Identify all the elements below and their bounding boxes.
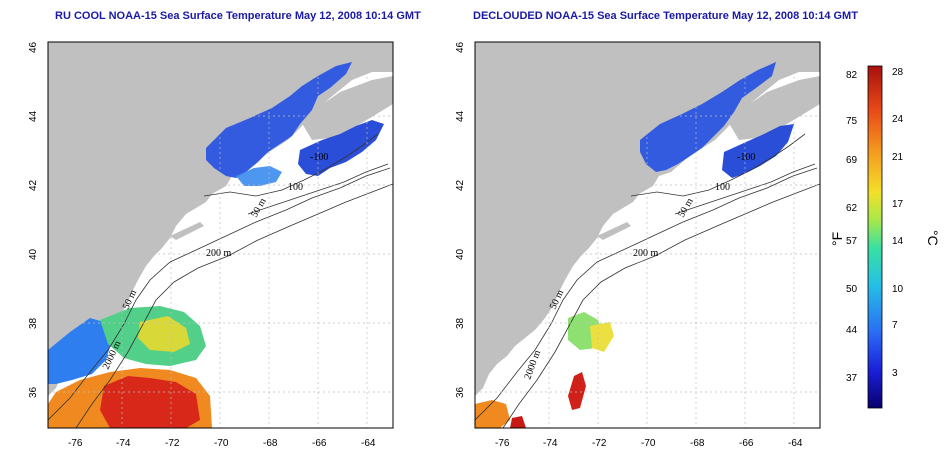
celsius-tick: 3 bbox=[892, 368, 898, 379]
y-tick-label: 36 bbox=[28, 386, 39, 398]
y-tick-label: 40 bbox=[28, 248, 39, 260]
x-tick-label: -74 bbox=[543, 438, 558, 449]
left-map-panel: -100 100 50 m 200 m 50 m 2000 m -76 -74 … bbox=[28, 41, 394, 449]
x-tick-label: -70 bbox=[641, 438, 656, 449]
left-grid-lines bbox=[48, 42, 393, 428]
celsius-scale: 28 24 21 17 14 10 7 3 °C bbox=[892, 67, 941, 379]
y-tick-label: 36 bbox=[455, 386, 466, 398]
fahrenheit-tick: 57 bbox=[846, 236, 858, 247]
fahrenheit-unit-label: °F bbox=[829, 232, 845, 246]
contour-label: 200 m bbox=[206, 248, 232, 259]
y-tick-label: 46 bbox=[28, 41, 39, 53]
celsius-tick: 7 bbox=[892, 320, 898, 331]
y-tick-label: 44 bbox=[28, 110, 39, 122]
land-mass bbox=[48, 42, 393, 396]
y-tick-label: 42 bbox=[455, 179, 466, 191]
sst-scotian-shelf bbox=[722, 124, 794, 178]
long-island-land bbox=[170, 222, 204, 240]
sst-gulf-stream-red bbox=[100, 376, 200, 428]
fahrenheit-tick: 69 bbox=[846, 155, 858, 166]
fahrenheit-tick: 37 bbox=[846, 373, 858, 384]
celsius-tick: 14 bbox=[892, 236, 904, 247]
fahrenheit-tick: 62 bbox=[846, 203, 858, 214]
x-tick-label: -76 bbox=[495, 438, 510, 449]
celsius-tick: 10 bbox=[892, 284, 904, 295]
bathymetry-contours bbox=[475, 133, 820, 428]
sst-patch-red-small bbox=[510, 416, 526, 428]
fahrenheit-scale: 82 75 69 62 57 50 44 37 °F bbox=[829, 70, 858, 384]
land-mass bbox=[475, 42, 820, 396]
y-tick-label: 38 bbox=[28, 317, 39, 329]
left-map-title: RU COOL NOAA-15 Sea Surface Temperature … bbox=[55, 10, 421, 22]
celsius-tick: 21 bbox=[892, 152, 904, 163]
fahrenheit-tick: 44 bbox=[846, 325, 858, 336]
x-tick-label: -70 bbox=[214, 438, 229, 449]
sst-georges-bank bbox=[236, 166, 282, 186]
y-tick-label: 46 bbox=[455, 41, 466, 53]
celsius-tick: 24 bbox=[892, 114, 904, 125]
x-tick-label: -66 bbox=[312, 438, 327, 449]
y-tick-label: 42 bbox=[28, 179, 39, 191]
right-grid-lines bbox=[475, 42, 820, 428]
nova-scotia-land bbox=[727, 76, 820, 140]
celsius-tick: 28 bbox=[892, 67, 904, 78]
celsius-unit-label: °C bbox=[925, 230, 941, 246]
right-map-title: DECLOUDED NOAA-15 Sea Surface Temperatur… bbox=[473, 10, 858, 22]
bathymetry-contours bbox=[48, 133, 393, 428]
sst-mid-atlantic-cool bbox=[48, 318, 112, 384]
contour-label: 100 bbox=[288, 182, 303, 193]
left-map-frame bbox=[47, 41, 394, 429]
x-tick-label: -68 bbox=[263, 438, 278, 449]
sst-mid-atlantic-yellow bbox=[138, 316, 190, 352]
sst-gulf-of-maine bbox=[206, 62, 352, 178]
temperature-colorbar: 82 75 69 62 57 50 44 37 °F 28 24 21 17 1… bbox=[829, 65, 941, 409]
sst-scotian-shelf bbox=[298, 120, 384, 176]
nova-scotia-land bbox=[300, 76, 393, 140]
sst-patch-red bbox=[568, 372, 586, 410]
x-tick-label: -68 bbox=[690, 438, 705, 449]
y-tick-label: 44 bbox=[455, 110, 466, 122]
celsius-tick: 17 bbox=[892, 199, 904, 210]
x-tick-label: -74 bbox=[116, 438, 131, 449]
fahrenheit-tick: 82 bbox=[846, 70, 858, 81]
contour-label: -100 bbox=[737, 152, 755, 163]
sst-mid-atlantic-yellow bbox=[590, 322, 614, 352]
sst-gulf-of-maine bbox=[640, 62, 776, 172]
y-tick-label: 38 bbox=[455, 317, 466, 329]
contour-label: 100 bbox=[715, 182, 730, 193]
contour-label: -100 bbox=[310, 152, 328, 163]
fahrenheit-tick: 75 bbox=[846, 116, 858, 127]
contour-label: 200 m bbox=[633, 248, 659, 259]
fahrenheit-tick: 50 bbox=[846, 284, 858, 295]
x-tick-label: -66 bbox=[739, 438, 754, 449]
x-tick-label: -72 bbox=[165, 438, 180, 449]
x-tick-label: -72 bbox=[592, 438, 607, 449]
right-map-frame bbox=[474, 41, 821, 429]
x-tick-label: -64 bbox=[361, 438, 376, 449]
left-y-axis: 46 44 42 40 38 36 bbox=[28, 41, 39, 398]
x-tick-label: -76 bbox=[68, 438, 83, 449]
long-island-land bbox=[597, 222, 631, 240]
x-tick-label: -64 bbox=[788, 438, 803, 449]
y-tick-label: 40 bbox=[455, 248, 466, 260]
right-y-axis: 46 44 42 40 38 36 bbox=[455, 41, 466, 398]
colorbar-ramp bbox=[867, 65, 883, 409]
left-x-axis: -76 -74 -72 -70 -68 -66 -64 bbox=[68, 438, 376, 449]
sst-patch-orange bbox=[475, 400, 510, 428]
right-x-axis: -76 -74 -72 -70 -68 -66 -64 bbox=[495, 438, 803, 449]
right-map-panel: -100 100 50 m 200 m 50 m 2000 m -76 -74 … bbox=[455, 41, 821, 449]
